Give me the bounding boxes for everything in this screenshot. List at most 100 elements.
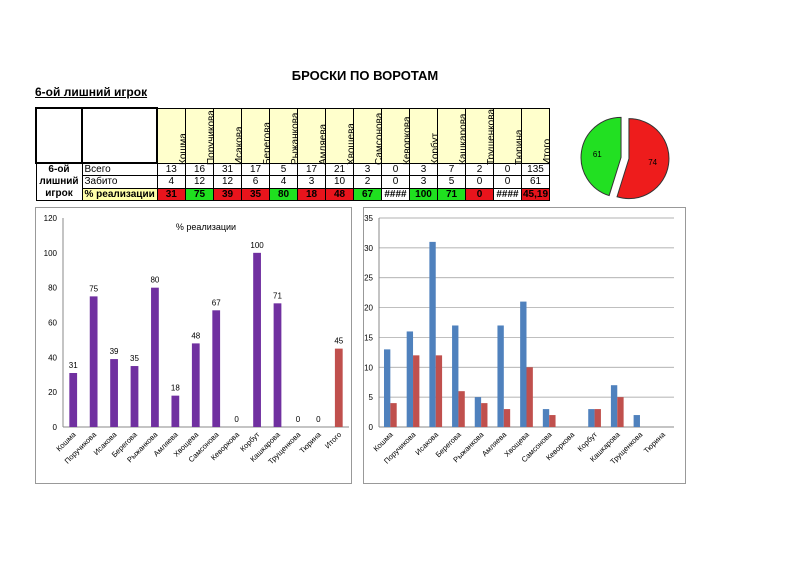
percent-chart: 02040608010012031Кошма75Поручикова39Исак…: [44, 214, 349, 466]
table-cell: 6: [241, 175, 270, 189]
bar: [171, 395, 180, 427]
table-cell: 48: [325, 187, 354, 202]
bar: [520, 301, 527, 427]
player-header: Тюрина: [493, 107, 525, 165]
bar: [253, 252, 261, 427]
y-tick-label: 10: [364, 363, 373, 372]
player-header: Самсонова: [353, 107, 385, 165]
y-tick-label: 30: [364, 244, 373, 253]
table-cell: 2: [353, 175, 382, 189]
y-tick-label: 100: [44, 249, 58, 258]
player-header: Кеворкова: [381, 107, 413, 165]
bar: [452, 325, 459, 427]
pie-chart: 61 74: [580, 116, 670, 200]
data-label: 0: [316, 415, 321, 424]
bar: [429, 241, 436, 427]
table-cell: 12: [185, 175, 214, 189]
y-tick-label: 0: [53, 423, 58, 432]
data-label: 48: [191, 331, 200, 340]
group-label: 6-ой лишний игрок: [35, 162, 83, 201]
shots-chart: 05101520253035КошмаПоручиковаИсаковаБере…: [364, 214, 674, 466]
table-cell: 100: [409, 187, 438, 202]
x-tick-label: Итого: [323, 430, 343, 450]
table-cell: 71: [437, 187, 466, 202]
bar: [497, 325, 504, 427]
y-tick-label: 25: [364, 274, 373, 283]
table-cell: 4: [269, 175, 298, 189]
bar: [526, 367, 533, 427]
player-header: Рыжанкова: [269, 107, 301, 165]
bar: [406, 331, 414, 427]
pie-slice: [580, 116, 622, 197]
table-cell: 61: [521, 175, 550, 189]
y-tick-label: 60: [48, 319, 57, 328]
data-label: 75: [89, 284, 98, 293]
y-tick-label: 120: [44, 214, 58, 223]
table-cell: 0: [465, 175, 494, 189]
page-title: БРОСКИ ПО ВОРОТАМ: [291, 68, 439, 83]
bar: [588, 409, 595, 427]
bar: [191, 343, 200, 427]
y-tick-label: 20: [48, 388, 57, 397]
bar: [435, 355, 443, 427]
table-cell: ####: [493, 187, 522, 202]
bar: [474, 397, 482, 427]
y-tick-label: 0: [369, 423, 374, 432]
bar: [610, 385, 618, 427]
player-header: Кошма: [156, 107, 189, 165]
table-cell: 31: [156, 187, 186, 202]
table-cell: 67: [353, 187, 382, 202]
player-header: Амляева: [297, 107, 329, 165]
x-tick-label: Тюрина: [298, 429, 324, 455]
bar: [503, 409, 511, 427]
x-tick-label: Тюрина: [642, 429, 668, 455]
table-cell: ####: [381, 187, 410, 202]
bar: [69, 373, 78, 427]
player-header: Исакова: [213, 107, 245, 165]
data-label: 80: [150, 276, 159, 285]
player-header: Берегова: [241, 107, 273, 165]
bar: [130, 366, 139, 427]
data-label: 31: [69, 361, 78, 370]
player-header: Корбут: [409, 107, 441, 165]
chart-title: % реализации: [176, 222, 236, 232]
y-tick-label: 35: [364, 214, 373, 223]
data-label: 100: [250, 241, 264, 250]
section-subtitle: 6-ой лишний игрок: [35, 85, 148, 99]
data-label: 0: [296, 415, 301, 424]
bar: [151, 287, 159, 427]
bar: [212, 310, 221, 427]
pie-label: 61: [593, 150, 602, 159]
corner-cell: [81, 107, 158, 164]
bar: [542, 409, 550, 427]
bar: [633, 415, 640, 427]
table-cell: 0: [493, 175, 522, 189]
data-label: 35: [130, 354, 139, 363]
table-cell: 0: [381, 175, 410, 189]
data-label: 0: [234, 415, 239, 424]
table-cell: 35: [241, 187, 270, 202]
table-cell: 45,19: [521, 187, 550, 202]
table-cell: 4: [156, 175, 186, 189]
bar: [481, 403, 488, 427]
player-header: Трущенкова: [465, 107, 497, 165]
y-tick-label: 80: [48, 284, 57, 293]
table-cell: 0: [465, 187, 494, 202]
player-header: Итого: [521, 107, 553, 165]
data-label: 45: [334, 337, 343, 346]
table-cell: 135: [521, 162, 550, 177]
bar: [594, 409, 601, 427]
y-tick-label: 5: [369, 393, 374, 402]
table-cell: 18: [297, 187, 326, 202]
table-cell: 3: [297, 175, 326, 189]
y-tick-label: 15: [364, 333, 373, 342]
bar: [273, 303, 282, 427]
table-cell: 10: [325, 175, 354, 189]
data-label: 71: [273, 291, 282, 300]
player-name: Итого: [542, 138, 553, 165]
data-label: 39: [110, 347, 119, 356]
row-label: Забито: [81, 175, 158, 189]
bar: [458, 391, 465, 427]
table-cell: 80: [269, 187, 298, 202]
shots-chart-frame: 0 5 10 15 20 25 30 35 Кошма Поручикова Исакова Бере…: [363, 207, 686, 484]
